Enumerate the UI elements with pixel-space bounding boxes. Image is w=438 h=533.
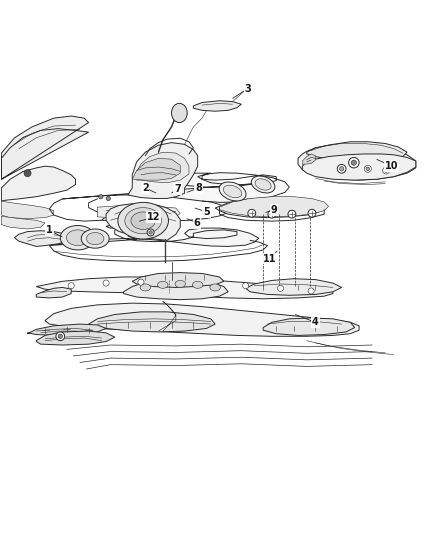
- Ellipse shape: [209, 284, 220, 291]
- Polygon shape: [297, 144, 415, 180]
- Text: 4: 4: [311, 317, 318, 327]
- Text: 3: 3: [244, 84, 251, 93]
- Circle shape: [267, 210, 275, 218]
- Circle shape: [287, 210, 295, 218]
- Text: 9: 9: [270, 205, 277, 215]
- Polygon shape: [1, 116, 88, 179]
- Polygon shape: [97, 205, 180, 219]
- Polygon shape: [106, 220, 158, 228]
- Ellipse shape: [86, 232, 104, 245]
- Polygon shape: [132, 272, 223, 287]
- Circle shape: [339, 167, 343, 171]
- Polygon shape: [1, 166, 75, 201]
- Polygon shape: [132, 158, 180, 180]
- Polygon shape: [36, 331, 115, 345]
- Polygon shape: [1, 216, 45, 229]
- Ellipse shape: [60, 225, 95, 250]
- Ellipse shape: [157, 281, 168, 288]
- Circle shape: [138, 279, 144, 285]
- Circle shape: [58, 334, 62, 338]
- Circle shape: [147, 229, 154, 236]
- Polygon shape: [302, 154, 315, 164]
- Circle shape: [348, 157, 358, 168]
- Circle shape: [242, 282, 248, 289]
- Polygon shape: [245, 279, 341, 295]
- Polygon shape: [136, 152, 188, 183]
- Ellipse shape: [251, 176, 274, 193]
- Polygon shape: [123, 280, 228, 300]
- Polygon shape: [45, 303, 358, 336]
- Circle shape: [365, 167, 369, 171]
- Circle shape: [364, 165, 371, 172]
- Polygon shape: [36, 277, 332, 299]
- Ellipse shape: [171, 103, 187, 123]
- Polygon shape: [28, 324, 106, 335]
- Ellipse shape: [140, 284, 150, 291]
- Ellipse shape: [223, 185, 241, 198]
- Polygon shape: [14, 231, 71, 246]
- Circle shape: [350, 160, 356, 165]
- Ellipse shape: [175, 280, 185, 287]
- Ellipse shape: [254, 179, 271, 190]
- Polygon shape: [302, 154, 415, 180]
- Polygon shape: [115, 224, 154, 232]
- Text: 2: 2: [141, 183, 148, 193]
- Text: 12: 12: [146, 212, 159, 222]
- Circle shape: [68, 282, 74, 289]
- Polygon shape: [88, 312, 215, 332]
- Circle shape: [103, 280, 109, 286]
- Ellipse shape: [219, 182, 245, 201]
- Circle shape: [56, 332, 64, 341]
- Polygon shape: [219, 197, 328, 217]
- Polygon shape: [262, 318, 354, 335]
- Text: 6: 6: [193, 218, 200, 228]
- Text: 7: 7: [174, 184, 180, 194]
- Polygon shape: [49, 224, 258, 246]
- Ellipse shape: [192, 281, 202, 288]
- Polygon shape: [106, 204, 180, 240]
- Ellipse shape: [66, 230, 89, 246]
- Ellipse shape: [131, 212, 155, 229]
- Circle shape: [24, 169, 31, 176]
- Circle shape: [384, 169, 387, 172]
- Polygon shape: [306, 142, 406, 160]
- Polygon shape: [127, 143, 197, 198]
- Text: 1: 1: [46, 225, 53, 235]
- Ellipse shape: [120, 219, 144, 230]
- Polygon shape: [62, 173, 289, 203]
- Polygon shape: [36, 287, 71, 298]
- Text: 11: 11: [263, 254, 276, 264]
- Ellipse shape: [81, 229, 109, 248]
- Circle shape: [336, 164, 345, 173]
- Polygon shape: [215, 198, 323, 217]
- Circle shape: [106, 196, 110, 200]
- Circle shape: [307, 288, 314, 294]
- Polygon shape: [1, 201, 53, 219]
- Circle shape: [148, 231, 152, 234]
- Circle shape: [247, 209, 255, 217]
- Text: 8: 8: [194, 183, 201, 193]
- Ellipse shape: [124, 208, 161, 234]
- Text: 10: 10: [384, 161, 398, 171]
- Circle shape: [307, 209, 315, 217]
- Circle shape: [99, 195, 103, 199]
- Polygon shape: [193, 101, 241, 111]
- Text: 5: 5: [203, 207, 209, 217]
- Ellipse shape: [117, 203, 168, 239]
- Circle shape: [277, 285, 283, 292]
- Polygon shape: [115, 216, 154, 223]
- Circle shape: [382, 167, 389, 174]
